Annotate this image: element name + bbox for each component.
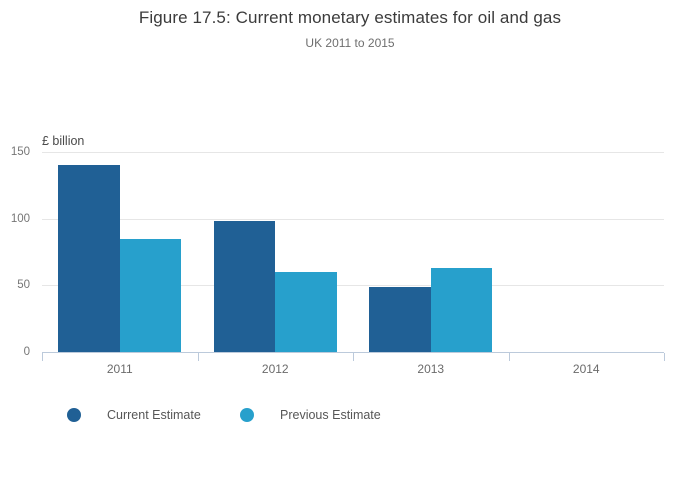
y-tick-label-100: 100 xyxy=(10,212,30,225)
x-axis-tick-4 xyxy=(664,353,665,361)
x-axis-tick-1 xyxy=(197,353,199,361)
x-tick-label-2013: 2013 xyxy=(417,362,445,376)
bar-current-estimate-2013[interactable] xyxy=(369,286,431,352)
bar-current-estimate-2012[interactable] xyxy=(213,221,276,352)
x-axis-line xyxy=(42,352,664,353)
bar-previous-estimate-2011[interactable] xyxy=(119,238,182,352)
y-tick-label-50: 50 xyxy=(17,279,30,292)
x-tick-label-2014: 2014 xyxy=(572,362,600,376)
legend-label-previous-estimate: Previous Estimate xyxy=(280,408,381,422)
x-tick-label-2011: 2011 xyxy=(106,362,133,376)
legend-item-previous-estimate[interactable]: Previous Estimate xyxy=(240,408,381,422)
chart-title: Figure 17.5: Current monetary estimates … xyxy=(138,8,562,27)
gridline-50 xyxy=(42,285,664,287)
x-tick-label-2012: 2012 xyxy=(261,362,289,376)
y-tick-label-0: 0 xyxy=(23,346,30,358)
chart-subtitle: UK 2011 to 2015 xyxy=(305,36,395,50)
x-axis-tick-2 xyxy=(353,353,354,361)
legend: Current Estimate Previous Estimate xyxy=(0,408,700,424)
x-axis-tick-0 xyxy=(42,353,43,361)
x-axis-tick-3 xyxy=(508,353,510,361)
bar-previous-estimate-2013[interactable] xyxy=(430,268,493,352)
legend-item-current-estimate[interactable]: Current Estimate xyxy=(67,408,201,422)
y-axis-title: £ billion xyxy=(42,134,85,148)
legend-label-current-estimate: Current Estimate xyxy=(107,408,201,422)
previous-estimate-marker-icon xyxy=(240,408,254,422)
bar-previous-estimate-2012[interactable] xyxy=(275,272,337,352)
current-estimate-marker-icon xyxy=(67,408,81,422)
bar-current-estimate-2011[interactable] xyxy=(58,165,120,352)
gridline-150 xyxy=(42,152,664,153)
gridline-100 xyxy=(42,218,664,220)
y-tick-label-150: 150 xyxy=(10,146,30,158)
